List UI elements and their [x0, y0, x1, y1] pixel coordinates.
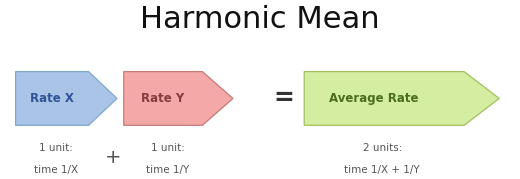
Text: time 1/Y: time 1/Y — [146, 165, 189, 175]
Text: time 1/X: time 1/X — [34, 165, 78, 175]
Text: 2 units:: 2 units: — [362, 143, 402, 153]
Polygon shape — [16, 72, 117, 125]
Text: 1 unit:: 1 unit: — [150, 143, 185, 153]
Text: +: + — [105, 148, 122, 167]
Text: Rate X: Rate X — [30, 92, 74, 105]
Text: 1 unit:: 1 unit: — [39, 143, 73, 153]
Text: Rate Y: Rate Y — [141, 92, 185, 105]
Polygon shape — [124, 72, 233, 125]
Text: =: = — [273, 86, 294, 110]
Text: Harmonic Mean: Harmonic Mean — [140, 5, 380, 34]
Polygon shape — [304, 72, 499, 125]
Text: time 1/X + 1/Y: time 1/X + 1/Y — [344, 165, 420, 175]
Text: Average Rate: Average Rate — [329, 92, 419, 105]
